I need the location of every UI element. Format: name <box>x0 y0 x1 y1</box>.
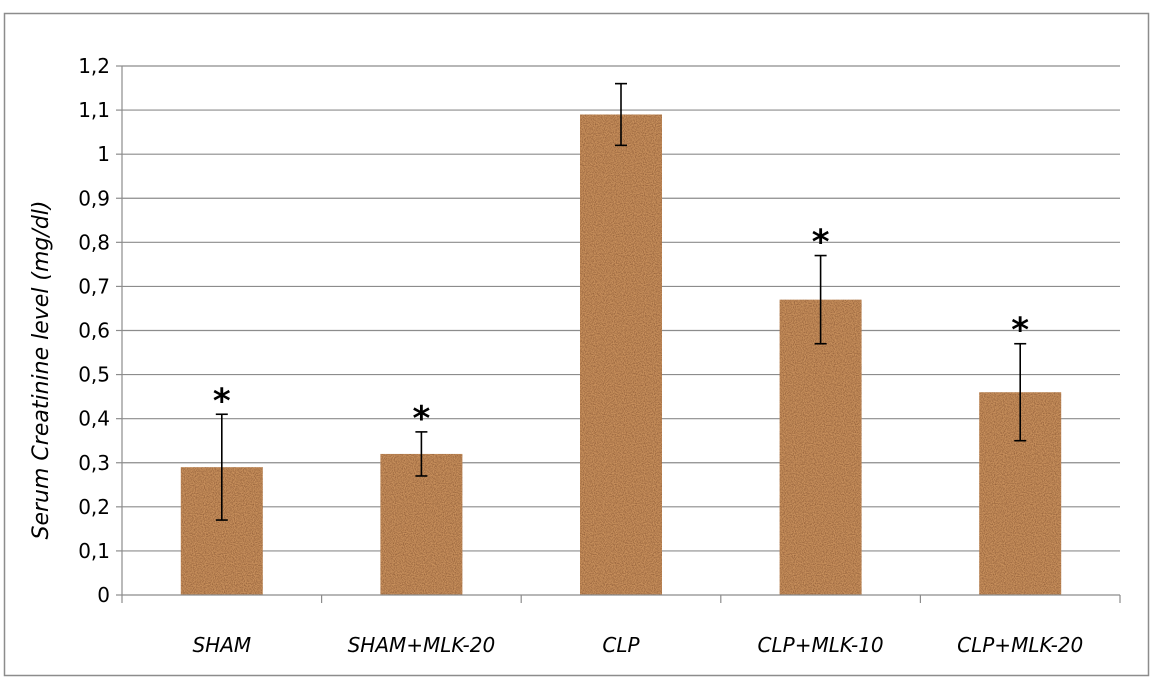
y-tick-label: 0,6 <box>78 319 110 343</box>
significance-asterisk: * <box>1011 311 1029 351</box>
y-axis-ticks: 0 0,1 0,2 0,3 0,4 0,5 0,6 0,7 0,8 0,9 1 1,1 1,2 <box>78 54 122 607</box>
y-tick-label: 0,8 <box>78 230 110 254</box>
error-bar <box>1014 342 1027 442</box>
error-bars <box>215 82 1027 521</box>
error-bar <box>415 431 428 477</box>
error-bar <box>615 82 627 147</box>
error-bar <box>814 254 827 345</box>
y-tick-label: 0,2 <box>78 495 110 519</box>
axes <box>121 66 1120 596</box>
x-tick-label: CLP+MLK-10 <box>758 633 884 657</box>
significance-asterisk: * <box>213 381 231 421</box>
y-tick-label: 1 <box>97 142 110 166</box>
x-tick-label: SHAM+MLK-20 <box>348 633 496 657</box>
bar <box>779 299 862 595</box>
y-tick-label: 0,4 <box>78 407 110 431</box>
significance-markers: * * * * <box>213 223 1029 439</box>
y-tick-label: 0,9 <box>78 186 110 210</box>
y-tick-label: 0,3 <box>78 451 110 475</box>
significance-asterisk: * <box>812 223 830 263</box>
bar <box>580 114 662 595</box>
y-tick-label: 0,1 <box>78 539 110 563</box>
y-tick-label: 0,7 <box>78 274 110 298</box>
significance-asterisk: * <box>413 399 431 439</box>
x-tick-label: CLP <box>602 633 640 657</box>
y-tick-label: 0,5 <box>78 363 110 387</box>
bar <box>380 453 463 595</box>
y-tick-label: 1,1 <box>78 98 110 122</box>
error-bar <box>215 413 228 521</box>
x-axis-ticks: SHAM SHAM+MLK-20 CLP CLP+MLK-10 CLP+MLK-20 <box>121 595 1121 657</box>
x-tick-label: SHAM <box>192 633 251 657</box>
x-tick-label: CLP+MLK-20 <box>957 633 1083 657</box>
y-axis-label: Serum Creatinine level (mg/dl) <box>29 201 54 540</box>
y-tick-label: 1,2 <box>78 54 110 78</box>
y-tick-label: 0 <box>97 583 110 607</box>
chart-border <box>3 12 1150 677</box>
